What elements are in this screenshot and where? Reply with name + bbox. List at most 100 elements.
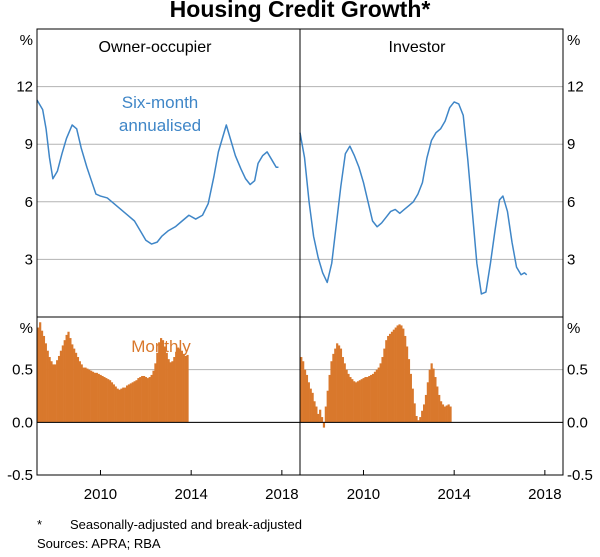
monthly-bar-investor <box>402 328 405 423</box>
monthly-bar-investor <box>370 374 373 423</box>
monthly-bar-investor <box>315 406 318 423</box>
monthly-bar-investor <box>405 346 409 423</box>
monthly-bar-investor <box>354 382 358 423</box>
monthly-bar-investor <box>309 388 312 423</box>
monthly-bar-investor <box>400 325 403 423</box>
monthly-bar-investor <box>432 368 435 423</box>
monthly-bar-owner-occupier <box>142 375 146 423</box>
monthly-bar-owner-occupier <box>82 367 85 423</box>
monthly-bar-investor <box>356 381 360 423</box>
monthly-bar-owner-occupier <box>178 348 182 423</box>
monthly-bar-owner-occupier <box>56 360 59 423</box>
monthly-bar-investor <box>428 369 431 423</box>
monthly-bar-investor <box>426 382 429 423</box>
monthly-bar-owner-occupier <box>129 383 132 423</box>
monthly-bar-owner-occupier <box>52 364 55 423</box>
monthly-bar-owner-occupier <box>101 375 104 423</box>
monthly-bar-investor <box>320 417 324 423</box>
monthly-bar-investor <box>413 403 416 423</box>
monthly-bar-investor <box>334 348 337 423</box>
monthly-bar-owner-occupier <box>158 342 161 423</box>
monthly-bar-investor <box>358 380 361 423</box>
monthly-bar-owner-occupier <box>154 363 157 423</box>
y-tick-label-left: 9 <box>25 136 33 153</box>
monthly-bar-owner-occupier <box>125 385 129 423</box>
label-layer: 2010 2010 2014 2014 2018 2018 3 3 6 6 9 9 12 12 -0.5 -0… <box>7 32 593 503</box>
monthly-bar-owner-occupier <box>108 380 112 423</box>
y-tick-label-right: -0.5 <box>567 467 593 484</box>
y-tick-label-left: 12 <box>16 79 33 96</box>
monthly-bar-investor <box>368 375 371 423</box>
monthly-bar-owner-occupier <box>112 384 115 423</box>
monthly-bar-investor <box>434 377 437 423</box>
monthly-bar-investor <box>366 377 369 423</box>
monthly-bar-investor <box>424 394 428 423</box>
monthly-bar-owner-occupier <box>120 388 123 423</box>
panel-title-investor: Investor <box>389 39 447 56</box>
monthly-bar-investor <box>411 388 414 423</box>
monthly-bar-investor <box>375 369 378 423</box>
frame-layer <box>36 28 564 476</box>
monthly-bar-investor <box>383 348 386 423</box>
monthly-bar-investor <box>307 382 310 423</box>
unit-label: % <box>20 320 33 337</box>
six-month-line-owner-occupier <box>36 99 279 245</box>
monthly-bar-owner-occupier <box>163 346 166 423</box>
monthly-bar-investor <box>328 374 331 423</box>
monthly-bar-owner-occupier <box>84 367 87 423</box>
monthly-bar-owner-occupier <box>110 382 114 423</box>
y-tick-label-left: 0.0 <box>12 414 33 431</box>
monthly-bar-investor <box>423 404 426 423</box>
monthly-bar-owner-occupier <box>71 344 74 423</box>
monthly-bar-owner-occupier <box>141 375 144 423</box>
monthly-bar-owner-occupier <box>131 382 134 423</box>
monthly-bar-investor <box>343 363 346 423</box>
monthly-bar-owner-occupier <box>186 354 189 423</box>
data-layer <box>36 99 528 428</box>
monthly-bar-investor <box>443 406 446 423</box>
monthly-bar-investor <box>317 413 320 423</box>
monthly-bar-investor <box>305 374 309 423</box>
monthly-bar-owner-occupier <box>86 368 89 423</box>
monthly-bar-investor <box>438 394 441 423</box>
monthly-bar-investor <box>421 410 424 423</box>
monthly-bar-owner-occupier <box>42 335 46 423</box>
monthly-bar-investor <box>390 331 394 423</box>
monthly-bar-owner-occupier <box>80 364 83 423</box>
x-tick-label: 2010 <box>84 486 117 503</box>
monthly-bar-owner-occupier <box>88 369 91 423</box>
monthly-bar-investor <box>353 381 356 423</box>
monthly-bar-investor <box>302 361 305 423</box>
monthly-bar-owner-occupier <box>40 330 44 423</box>
monthly-bar-owner-occupier <box>184 355 187 423</box>
monthly-bar-owner-occupier <box>99 374 102 423</box>
monthly-bar-investor <box>345 369 348 423</box>
monthly-bar-investor <box>347 373 350 423</box>
monthly-bar-investor <box>332 353 335 423</box>
y-tick-label-left: 3 <box>25 251 33 268</box>
monthly-bar-investor <box>303 369 307 423</box>
monthly-bar-investor <box>385 340 388 423</box>
monthly-bar-owner-occupier <box>107 379 110 423</box>
monthly-bar-owner-occupier <box>114 386 117 423</box>
y-tick-label-right: 9 <box>567 136 575 153</box>
monthly-bar-investor <box>392 329 395 423</box>
monthly-bar-owner-occupier <box>76 357 80 423</box>
monthly-bar-owner-occupier <box>137 378 140 423</box>
monthly-bar-investor <box>379 363 382 423</box>
monthly-bar-owner-occupier <box>93 372 97 423</box>
monthly-bar-owner-occupier <box>167 359 170 423</box>
monthly-bar-investor <box>436 386 439 423</box>
monthly-bar-investor <box>396 325 399 423</box>
monthly-bar-owner-occupier <box>160 338 163 423</box>
monthly-bar-owner-occupier <box>135 380 138 423</box>
monthly-bar-investor <box>336 343 339 423</box>
monthly-bar-owner-occupier <box>169 362 172 423</box>
monthly-bar-investor <box>394 327 397 423</box>
monthly-bar-investor <box>339 348 343 423</box>
monthly-bar-investor <box>388 333 392 423</box>
monthly-bar-owner-occupier <box>124 387 127 423</box>
monthly-bar-owner-occupier <box>97 373 100 423</box>
monthly-bar-owner-occupier <box>65 334 68 423</box>
